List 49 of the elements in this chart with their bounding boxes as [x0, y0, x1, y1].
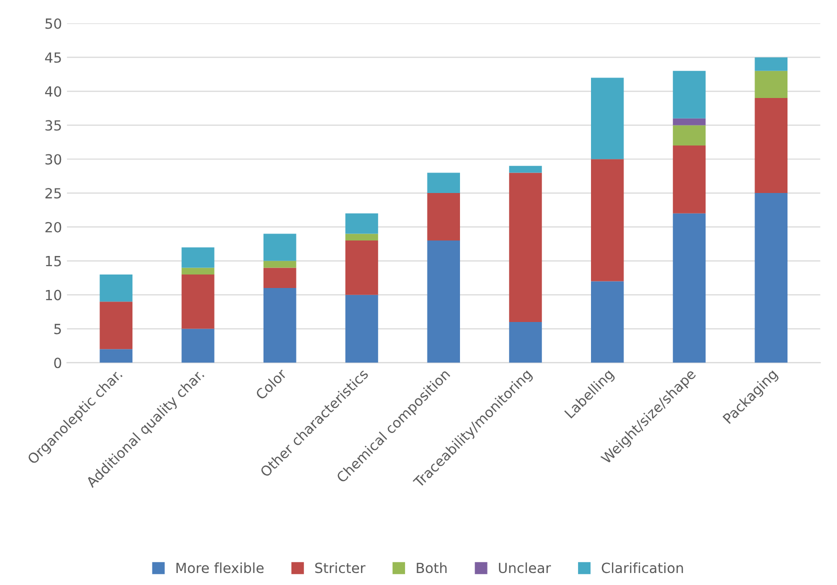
bar — [672, 70, 706, 118]
legend-label: Clarification — [602, 562, 683, 574]
bar — [590, 281, 624, 363]
y-tick-label: 25 — [45, 188, 61, 199]
y-tick-label: 5 — [54, 324, 61, 334]
bar — [672, 125, 706, 146]
legend-label: More flexible — [176, 562, 264, 574]
bar — [754, 57, 788, 71]
bar — [672, 213, 706, 363]
bar — [509, 172, 542, 322]
bar — [427, 240, 460, 363]
y-tick-label: 40 — [45, 86, 62, 97]
y-tick-label: 35 — [45, 120, 61, 131]
legend-label: Stricter — [315, 562, 366, 574]
bar — [182, 328, 214, 363]
y-tick-label: 10 — [46, 290, 62, 300]
bar — [100, 349, 132, 363]
y-tick-label: 50 — [45, 18, 62, 29]
bar — [427, 172, 460, 194]
y-tick-label: 15 — [46, 256, 61, 266]
bar — [182, 247, 214, 268]
bar — [590, 159, 624, 282]
bar — [509, 322, 542, 363]
y-tick-label: 45 — [45, 52, 61, 63]
bar — [672, 146, 706, 214]
bar — [754, 70, 788, 98]
bar — [509, 166, 542, 173]
bar — [754, 98, 788, 194]
y-tick-label: 30 — [45, 154, 62, 165]
bar — [590, 78, 624, 160]
legend-label: Both — [416, 562, 447, 574]
bar — [345, 213, 378, 234]
legend-label: Unclear — [498, 562, 551, 574]
bar — [672, 118, 706, 126]
bar — [100, 302, 132, 350]
bar — [345, 294, 378, 363]
bar — [182, 268, 214, 274]
y-tick-label: 0 — [54, 358, 62, 368]
bar — [263, 268, 296, 288]
bar — [182, 274, 214, 329]
bar — [754, 193, 788, 363]
bar — [263, 288, 296, 363]
bar — [263, 260, 296, 268]
bar — [427, 193, 460, 241]
bar — [345, 234, 378, 241]
y-tick-label: 20 — [45, 222, 62, 232]
bar — [263, 234, 296, 261]
bar — [345, 240, 378, 295]
bar — [100, 274, 132, 302]
